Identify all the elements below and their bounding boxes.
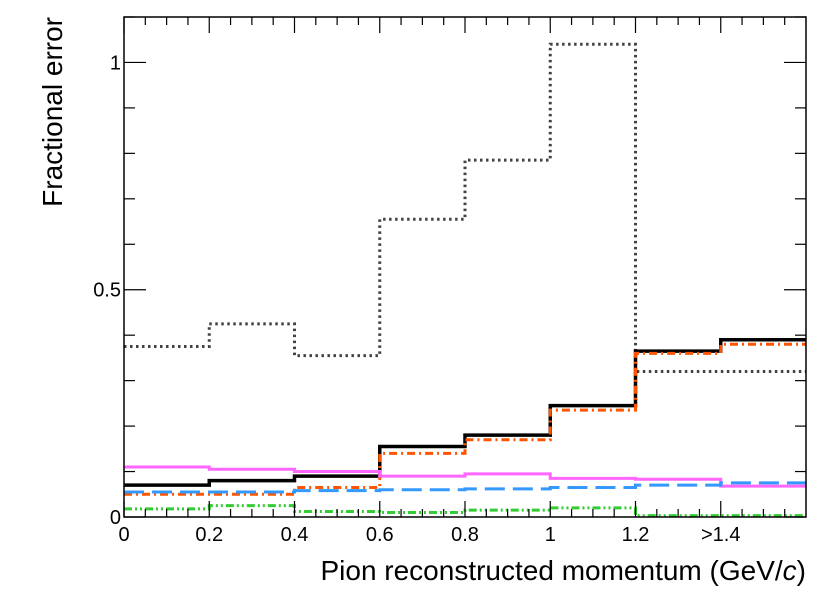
x-tick-label: 0	[118, 524, 129, 546]
x-axis-title: Pion reconstructed momentum (GeV/c)	[320, 555, 806, 586]
axis-layer: 0 0.2 0.4 0.6 0.8 1 1.2 >1.4 0 0.5 1	[93, 16, 806, 546]
x-tick-label: 0.4	[281, 524, 309, 546]
series-4	[124, 465, 806, 488]
series-2	[124, 337, 806, 487]
y-tick-label: 1	[110, 52, 121, 74]
x-tick-label: >1.4	[701, 524, 740, 546]
x-tick-label: 1	[545, 524, 556, 546]
plot-frame	[123, 16, 807, 518]
x-tick-label: 0.8	[451, 524, 479, 546]
series-line	[124, 481, 806, 494]
y-tick-label: 0	[110, 507, 121, 529]
x-tick-label: 0.6	[366, 524, 394, 546]
x-tick-label: 1.2	[622, 524, 650, 546]
series-line	[124, 337, 806, 487]
y-axis-title: Fractional error	[37, 17, 68, 207]
series-5	[124, 481, 806, 494]
x-tick-label: 0.2	[195, 524, 223, 546]
series-layer	[124, 42, 806, 518]
series-line	[124, 342, 806, 496]
series-3	[124, 342, 806, 496]
series-line	[124, 465, 806, 488]
y-tick-label: 0.5	[93, 280, 121, 302]
